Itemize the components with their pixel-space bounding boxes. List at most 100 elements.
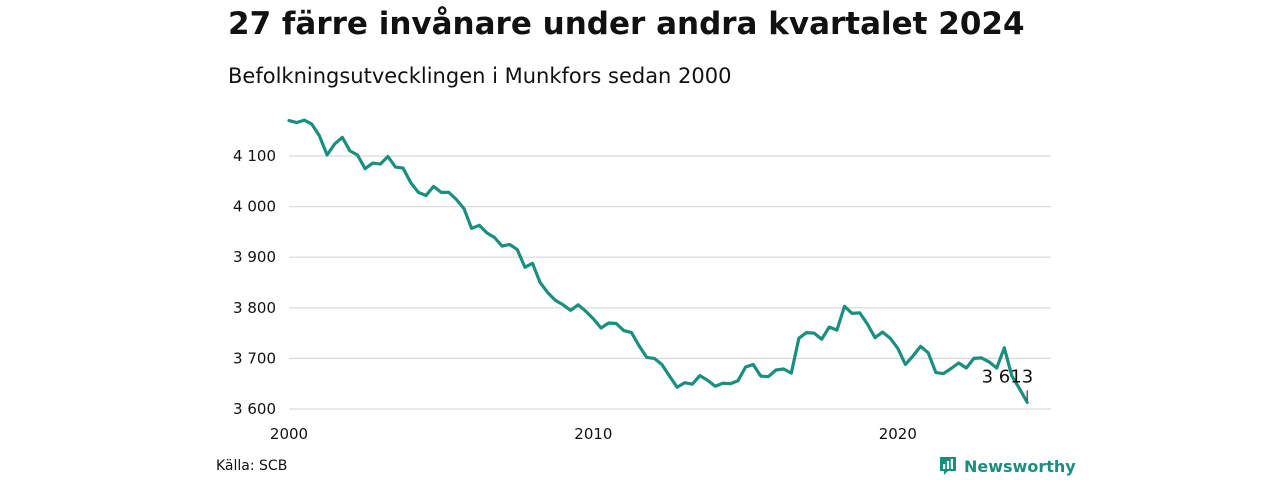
data-point xyxy=(866,322,869,326)
chart-title: 27 färre invånare under andra kvartalet … xyxy=(228,6,1025,42)
data-point xyxy=(622,329,626,332)
data-point xyxy=(987,360,991,364)
data-point xyxy=(698,374,702,377)
x-tick-label: 2020 xyxy=(879,425,917,443)
data-point xyxy=(592,317,595,321)
data-point xyxy=(965,366,968,370)
data-point xyxy=(706,378,709,382)
data-point xyxy=(386,155,390,158)
data-point xyxy=(721,381,724,385)
last-value-label: 3 613 xyxy=(982,366,1034,387)
y-tick-label: 3 600 xyxy=(233,400,276,418)
data-point xyxy=(995,366,998,370)
data-point xyxy=(333,142,336,146)
x-tick-label: 2010 xyxy=(574,425,612,443)
data-point xyxy=(478,224,481,227)
data-point xyxy=(653,357,656,360)
data-point xyxy=(927,351,930,355)
data-point xyxy=(508,243,511,246)
data-point xyxy=(790,371,793,375)
data-point xyxy=(752,363,755,366)
data-point xyxy=(493,236,496,239)
brand-name: Newsworthy xyxy=(964,456,1076,476)
data-point xyxy=(691,383,694,386)
data-point xyxy=(485,231,489,235)
data-point xyxy=(675,386,679,389)
data-point xyxy=(432,185,435,188)
data-point xyxy=(660,363,664,366)
data-point xyxy=(881,330,884,334)
data-point xyxy=(942,372,945,375)
data-point xyxy=(797,336,801,340)
data-point xyxy=(523,266,527,269)
source-label: Källa: SCB xyxy=(216,458,288,474)
data-point xyxy=(645,356,648,359)
data-point xyxy=(774,368,778,372)
data-point xyxy=(424,194,428,197)
data-point xyxy=(820,337,823,341)
y-tick-label: 4 100 xyxy=(233,147,276,165)
data-point xyxy=(341,136,344,139)
y-tick-label: 3 700 xyxy=(233,349,276,367)
data-point xyxy=(782,367,785,371)
data-point xyxy=(873,336,877,339)
data-point xyxy=(767,375,770,378)
data-point xyxy=(561,303,565,306)
data-point xyxy=(417,191,420,194)
data-point xyxy=(934,371,938,374)
data-point xyxy=(546,291,549,294)
data-point xyxy=(759,374,763,378)
data-point xyxy=(949,367,953,370)
data-point xyxy=(584,310,587,313)
data-point xyxy=(896,347,899,350)
data-point xyxy=(911,354,915,358)
data-point xyxy=(1018,387,1021,390)
x-tick-label: 2000 xyxy=(270,425,308,443)
y-tick-label: 3 900 xyxy=(233,248,276,266)
data-point xyxy=(576,303,580,306)
data-point xyxy=(729,382,732,385)
data-point xyxy=(599,326,603,330)
data-point xyxy=(630,331,633,334)
data-point xyxy=(379,162,382,166)
data-point xyxy=(713,385,717,388)
data-point xyxy=(919,345,922,348)
data-point xyxy=(470,227,473,230)
data-point xyxy=(500,244,504,248)
data-point xyxy=(363,167,367,170)
data-point xyxy=(828,325,831,329)
data-point xyxy=(409,181,412,185)
data-point xyxy=(1010,374,1014,378)
data-point xyxy=(615,322,618,325)
data-point xyxy=(805,331,808,334)
data-point xyxy=(303,118,306,122)
data-point xyxy=(812,331,816,335)
data-point xyxy=(295,121,298,124)
data-point xyxy=(356,153,359,157)
data-point xyxy=(637,344,641,347)
data-point xyxy=(440,191,443,194)
y-tick-label: 4 000 xyxy=(233,198,276,216)
data-point xyxy=(957,361,960,365)
newsworthy-logo-icon xyxy=(940,457,956,475)
data-point xyxy=(980,356,983,360)
data-point xyxy=(744,365,747,369)
y-tick-label: 3 800 xyxy=(233,299,276,317)
data-point xyxy=(348,149,352,153)
data-point xyxy=(972,357,976,360)
data-point xyxy=(538,281,542,284)
brand: Newsworthy xyxy=(938,455,1076,477)
data-point xyxy=(455,198,458,201)
data-point xyxy=(1003,346,1006,349)
data-point xyxy=(1025,401,1029,404)
data-point xyxy=(607,321,610,325)
data-point xyxy=(287,119,291,122)
data-point xyxy=(904,363,907,366)
data-point xyxy=(683,381,686,384)
data-point xyxy=(888,336,892,340)
data-point xyxy=(516,248,519,251)
data-point xyxy=(310,122,314,126)
chart-subtitle: Befolkningsutvecklingen i Munkfors sedan… xyxy=(228,64,732,88)
data-point xyxy=(858,311,861,315)
